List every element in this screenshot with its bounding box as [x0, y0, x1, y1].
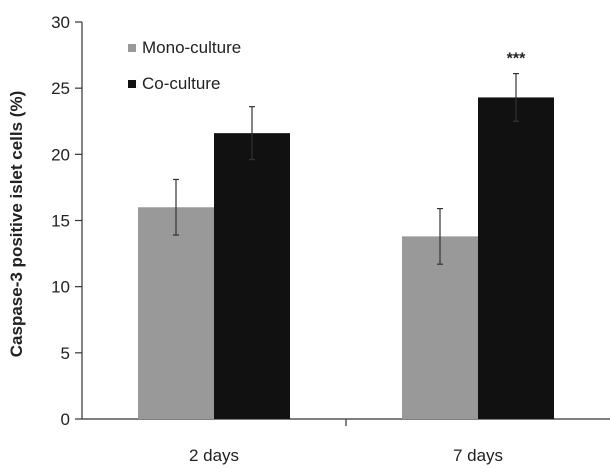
bar [214, 133, 290, 419]
legend-swatch [128, 80, 136, 88]
y-ticks: 0 5 10 15 20 25 30 [51, 13, 82, 429]
y-axis-label: Caspase-3 positive islet cells (%) [7, 91, 26, 357]
y-tick-label: 15 [51, 212, 70, 231]
y-tick-label: 20 [51, 145, 70, 164]
significance-label: *** [507, 51, 526, 68]
x-tick-labels: 2 days 7 days [189, 446, 503, 465]
legend: Mono-culture Co-culture [128, 38, 241, 93]
error-bars [173, 73, 519, 265]
bar [138, 207, 214, 419]
y-tick-label: 5 [61, 344, 70, 363]
y-tick-label: 10 [51, 278, 70, 297]
y-tick-label: 0 [61, 410, 70, 429]
y-tick-label: 30 [51, 13, 70, 32]
bar [402, 236, 478, 419]
annotations: *** [507, 51, 526, 68]
legend-label: Co-culture [142, 74, 220, 93]
x-tick-label: 7 days [453, 446, 503, 465]
bars [138, 97, 554, 420]
x-tick-label: 2 days [189, 446, 239, 465]
bar [478, 97, 554, 420]
legend-label: Mono-culture [142, 38, 241, 57]
y-tick-label: 25 [51, 79, 70, 98]
legend-swatch [128, 44, 136, 52]
